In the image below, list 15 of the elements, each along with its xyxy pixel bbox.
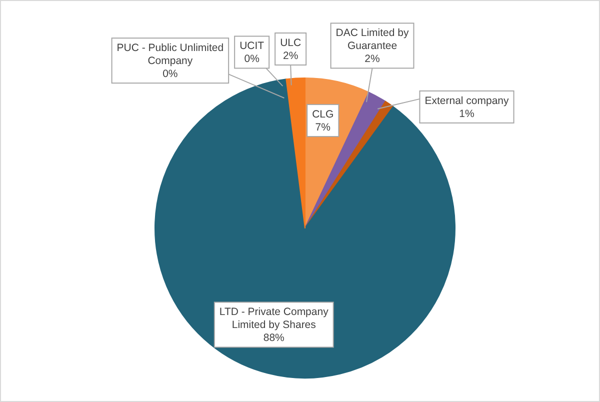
slice-label: DAC Limited by Guarantee [336, 27, 410, 52]
category-label: UCIT [240, 40, 264, 52]
data-label: 1% [459, 108, 474, 120]
slice-label: LTD - Private Company Limited by Shares [219, 306, 330, 332]
data-label: 2% [364, 53, 380, 66]
text: 0% [244, 53, 260, 66]
data-label: 2% [282, 50, 298, 62]
text: 0% [162, 68, 178, 80]
data-label: 88% [263, 332, 284, 344]
category-label: PUC - Public Unlimited Company [116, 42, 224, 68]
pie-slice [286, 78, 306, 228]
slice-label: CLG [312, 108, 334, 121]
slice-label: ULC [280, 37, 302, 49]
data-label: 7% [315, 122, 330, 134]
slice-label: External company [424, 94, 510, 107]
